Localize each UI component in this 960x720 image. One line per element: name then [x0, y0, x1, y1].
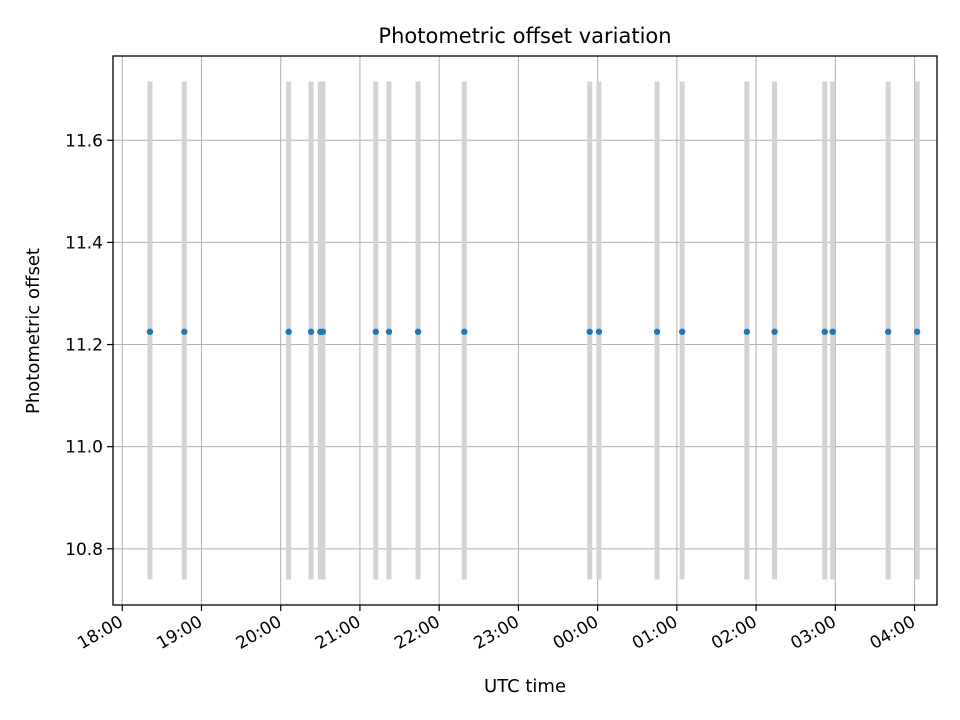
y-tick-label: 11.2: [65, 336, 103, 356]
y-tick-label: 11.6: [65, 131, 103, 151]
y-tick-label: 11.4: [65, 233, 103, 253]
x-tick-label: 04:00: [867, 612, 919, 654]
y-tick-label: 10.8: [65, 540, 103, 560]
x-tick-label: 21:00: [312, 612, 364, 654]
data-point: [678, 328, 686, 335]
x-tick-label: 19:00: [154, 612, 206, 654]
data-point: [372, 328, 379, 335]
data-point: [821, 328, 828, 335]
data-point: [743, 328, 751, 335]
chart-title: Photometric offset variation: [378, 24, 671, 48]
grid: [113, 56, 937, 605]
y-axis-title: Photometric offset: [23, 248, 44, 414]
data-point: [385, 328, 393, 335]
x-tick-label: 01:00: [629, 612, 681, 654]
data-point: [771, 328, 778, 335]
error-bars: [147, 81, 920, 580]
x-axis-title: UTC time: [484, 676, 566, 697]
x-tick-label: 20:00: [233, 612, 285, 654]
x-tick-label: 00:00: [550, 612, 602, 654]
x-tick-label: 02:00: [708, 612, 760, 654]
data-point: [146, 328, 154, 335]
data-point: [884, 328, 892, 335]
data-point: [653, 328, 661, 335]
x-tick-label: 23:00: [470, 612, 522, 654]
data-point: [319, 328, 327, 335]
y-axis-ticks: 10.8 11.0 11.2 11.4 11.6: [65, 131, 113, 560]
data-point: [307, 328, 315, 335]
data-point: [595, 328, 603, 335]
x-tick-label: 03:00: [787, 612, 839, 654]
data-point: [586, 328, 593, 335]
data-point: [461, 328, 468, 335]
x-axis-ticks: 18:00 19:00 20:00 21:00 22:00 23:00 00:00 01:00…: [74, 605, 919, 654]
data-points: [146, 328, 921, 335]
x-tick-label: 18:00: [74, 612, 126, 654]
data-point: [829, 328, 836, 335]
x-tick-label: 22:00: [391, 612, 443, 654]
y-tick-label: 11.0: [65, 438, 103, 458]
data-point: [913, 328, 921, 335]
data-point: [414, 328, 422, 335]
plot-frame: [112, 55, 938, 606]
data-point: [181, 328, 188, 335]
data-point: [285, 328, 292, 335]
